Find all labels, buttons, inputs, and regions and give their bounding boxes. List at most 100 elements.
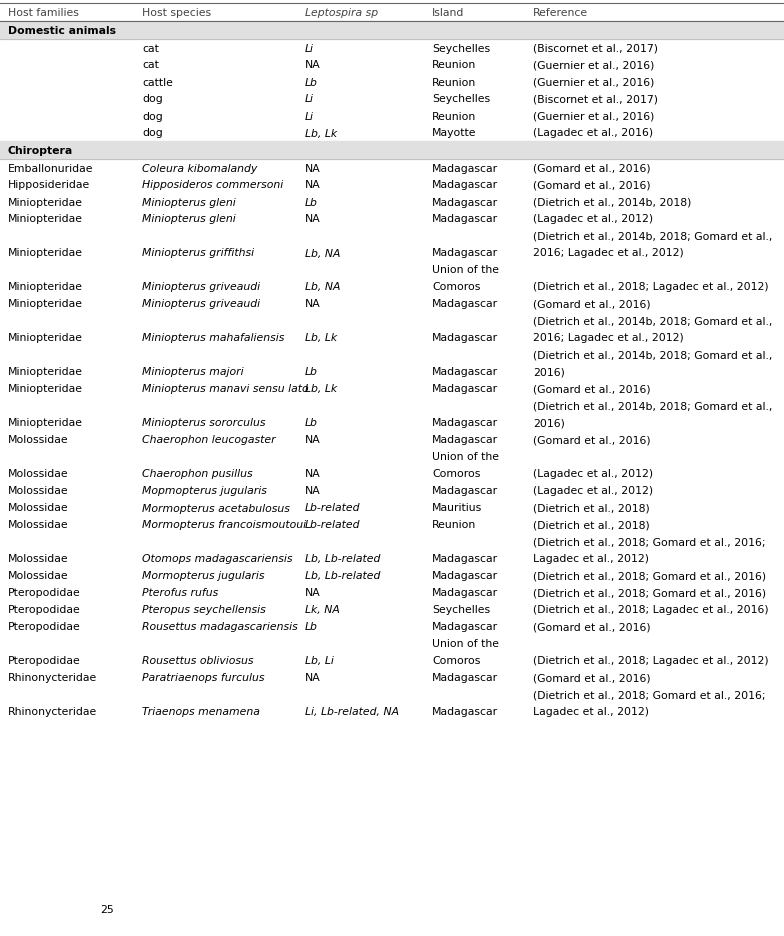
Text: (Lagadec et al., 2016): (Lagadec et al., 2016) [533, 128, 653, 139]
Text: (Biscornet et al., 2017): (Biscornet et al., 2017) [533, 95, 658, 105]
Text: Lb-related: Lb-related [305, 519, 361, 530]
Text: Madagascar: Madagascar [432, 673, 498, 682]
Text: Rousettus madagascariensis: Rousettus madagascariensis [142, 622, 298, 632]
Text: NA: NA [305, 214, 321, 225]
Text: Madagascar: Madagascar [432, 163, 498, 173]
Text: Miniopteridae: Miniopteridae [8, 282, 83, 292]
Text: (Dietrich et al., 2018): (Dietrich et al., 2018) [533, 503, 650, 513]
Text: Seychelles: Seychelles [432, 95, 490, 105]
Bar [0, 22, 784, 40]
Text: Comoros: Comoros [432, 469, 481, 479]
Text: 2016; Lagadec et al., 2012): 2016; Lagadec et al., 2012) [533, 333, 684, 344]
Text: NA: NA [305, 486, 321, 496]
Text: Rousettus obliviosus: Rousettus obliviosus [142, 656, 253, 665]
Text: Mormopterus francoismoutoui: Mormopterus francoismoutoui [142, 519, 306, 530]
Text: dog: dog [142, 111, 163, 122]
Text: (Dietrich et al., 2018; Gomard et al., 2016): (Dietrich et al., 2018; Gomard et al., 2… [533, 588, 766, 598]
Text: Miniopteridae: Miniopteridae [8, 214, 83, 225]
Text: 2016): 2016) [533, 367, 565, 377]
Text: Pteropus seychellensis: Pteropus seychellensis [142, 605, 266, 615]
Text: Li: Li [305, 43, 314, 53]
Text: Pteropodidae: Pteropodidae [8, 656, 81, 665]
Text: Molossidae: Molossidae [8, 519, 69, 530]
Text: Seychelles: Seychelles [432, 605, 490, 615]
Text: Leptospira sp: Leptospira sp [305, 8, 378, 18]
Text: dog: dog [142, 128, 163, 139]
Text: (Gomard et al., 2016): (Gomard et al., 2016) [533, 300, 651, 309]
Text: Triaenops menamena: Triaenops menamena [142, 707, 260, 717]
Text: Lb, Lk: Lb, Lk [305, 128, 337, 139]
Text: 25: 25 [100, 904, 114, 914]
Text: Miniopterus griffithsi: Miniopterus griffithsi [142, 248, 254, 258]
Text: Union of the: Union of the [432, 452, 499, 462]
Text: Molossidae: Molossidae [8, 503, 69, 513]
Text: Madagascar: Madagascar [432, 214, 498, 225]
Text: Miniopteridae: Miniopteridae [8, 197, 83, 207]
Text: Mauritius: Mauritius [432, 503, 482, 513]
Text: cat: cat [142, 61, 159, 70]
Text: (Gomard et al., 2016): (Gomard et al., 2016) [533, 384, 651, 394]
Text: Miniopteridae: Miniopteridae [8, 248, 83, 258]
Text: Lb: Lb [305, 197, 318, 207]
Text: Chaerophon leucogaster: Chaerophon leucogaster [142, 435, 276, 445]
Text: Lb: Lb [305, 622, 318, 632]
Text: (Gomard et al., 2016): (Gomard et al., 2016) [533, 181, 651, 190]
Text: Lb, Lk: Lb, Lk [305, 333, 337, 344]
Text: Lagadec et al., 2012): Lagadec et al., 2012) [533, 707, 649, 717]
Text: Mormopterus jugularis: Mormopterus jugularis [142, 571, 264, 581]
Text: cattle: cattle [142, 78, 173, 87]
Text: (Guernier et al., 2016): (Guernier et al., 2016) [533, 78, 655, 87]
Text: Otomops madagascariensis: Otomops madagascariensis [142, 554, 292, 563]
Text: Madagascar: Madagascar [432, 707, 498, 717]
Text: Hipposideros commersoni: Hipposideros commersoni [142, 181, 283, 190]
Text: (Dietrich et al., 2018; Gomard et al., 2016;: (Dietrich et al., 2018; Gomard et al., 2… [533, 537, 765, 547]
Text: Molossidae: Molossidae [8, 435, 69, 445]
Text: Reunion: Reunion [432, 78, 476, 87]
Text: Rhinonycteridae: Rhinonycteridae [8, 673, 97, 682]
Text: (Dietrich et al., 2018; Lagadec et al., 2012): (Dietrich et al., 2018; Lagadec et al., … [533, 656, 768, 665]
Text: cat: cat [142, 43, 159, 53]
Text: Seychelles: Seychelles [432, 43, 490, 53]
Text: Madagascar: Madagascar [432, 622, 498, 632]
Text: NA: NA [305, 163, 321, 173]
Text: Madagascar: Madagascar [432, 248, 498, 258]
Text: Miniopterus griveaudi: Miniopterus griveaudi [142, 282, 260, 292]
Text: Madagascar: Madagascar [432, 333, 498, 344]
Text: Madagascar: Madagascar [432, 435, 498, 445]
Text: Madagascar: Madagascar [432, 554, 498, 563]
Text: Lb, Li: Lb, Li [305, 656, 334, 665]
Text: (Dietrich et al., 2014b, 2018; Gomard et al.,: (Dietrich et al., 2014b, 2018; Gomard et… [533, 231, 772, 241]
Text: (Biscornet et al., 2017): (Biscornet et al., 2017) [533, 43, 658, 53]
Text: (Dietrich et al., 2014b, 2018; Gomard et al.,: (Dietrich et al., 2014b, 2018; Gomard et… [533, 401, 772, 411]
Text: Li: Li [305, 95, 314, 105]
Text: Miniopteridae: Miniopteridae [8, 367, 83, 377]
Text: (Lagadec et al., 2012): (Lagadec et al., 2012) [533, 486, 653, 496]
Text: (Gomard et al., 2016): (Gomard et al., 2016) [533, 622, 651, 632]
Text: Miniopterus mahafaliensis: Miniopterus mahafaliensis [142, 333, 285, 344]
Text: Miniopterus majori: Miniopterus majori [142, 367, 244, 377]
Text: NA: NA [305, 300, 321, 309]
Text: (Dietrich et al., 2018): (Dietrich et al., 2018) [533, 519, 650, 530]
Text: Molossidae: Molossidae [8, 469, 69, 479]
Text: Miniopteridae: Miniopteridae [8, 333, 83, 344]
Text: Lk, NA: Lk, NA [305, 605, 340, 615]
Text: Chiroptera: Chiroptera [8, 146, 73, 155]
Text: Lb, NA: Lb, NA [305, 248, 340, 258]
Text: Hipposideridae: Hipposideridae [8, 181, 90, 190]
Text: Madagascar: Madagascar [432, 181, 498, 190]
Text: Li: Li [305, 111, 314, 122]
Text: NA: NA [305, 435, 321, 445]
Text: (Dietrich et al., 2018; Gomard et al., 2016): (Dietrich et al., 2018; Gomard et al., 2… [533, 571, 766, 581]
Text: Pteropodidae: Pteropodidae [8, 622, 81, 632]
Text: Pterofus rufus: Pterofus rufus [142, 588, 218, 598]
Text: NA: NA [305, 673, 321, 682]
Text: (Gomard et al., 2016): (Gomard et al., 2016) [533, 435, 651, 445]
Text: Lb: Lb [305, 367, 318, 377]
Text: Comoros: Comoros [432, 282, 481, 292]
Text: Madagascar: Madagascar [432, 486, 498, 496]
Text: Miniopteridae: Miniopteridae [8, 384, 83, 394]
Text: (Dietrich et al., 2014b, 2018; Gomard et al.,: (Dietrich et al., 2014b, 2018; Gomard et… [533, 316, 772, 326]
Text: NA: NA [305, 588, 321, 598]
Text: Molossidae: Molossidae [8, 554, 69, 563]
Text: Domestic animals: Domestic animals [8, 26, 116, 36]
